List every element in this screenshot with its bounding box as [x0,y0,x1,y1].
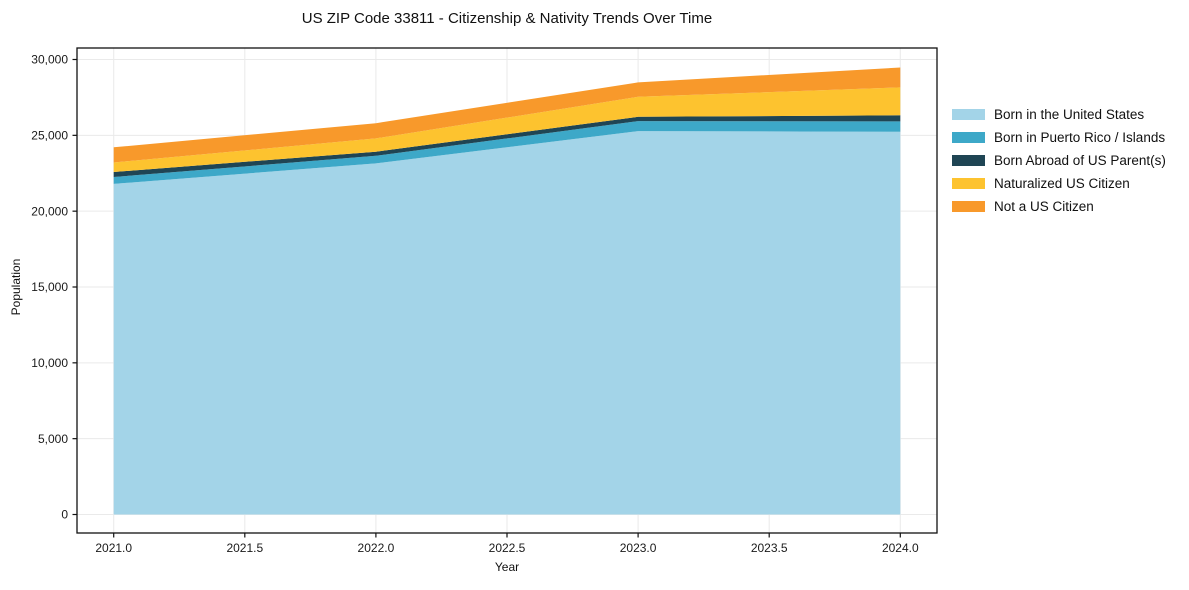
area-series [113,121,901,184]
legend-label: Born Abroad of US Parent(s) [994,153,1166,168]
x-tick-label: 2021.0 [95,541,132,555]
x-tick-label: 2021.5 [226,541,263,555]
y-axis-label: Population [9,258,23,316]
legend-swatch [952,155,985,166]
legend-label: Born in Puerto Rico / Islands [994,130,1166,145]
y-tick-label: 15,000 [31,280,68,294]
x-tick-label: 2024.0 [882,541,919,555]
legend-label: Not a US Citizen [994,199,1094,214]
legend-swatch [952,132,985,143]
x-tick-label: 2023.0 [620,541,657,555]
legend-label: Naturalized US Citizen [994,176,1130,191]
legend-item: Naturalized US Citizen [952,172,1166,195]
legend-label: Born in the United States [994,107,1145,122]
y-tick-label: 5,000 [38,432,68,446]
x-tick-label: 2022.5 [489,541,526,555]
x-tick-label: 2023.5 [751,541,788,555]
area-series [113,67,901,163]
y-tick-label: 25,000 [31,129,68,143]
y-tick-label: 10,000 [31,356,68,370]
y-tick-label: 0 [61,508,68,522]
legend-item: Not a US Citizen [952,195,1166,218]
x-axis-label: Year [494,560,520,574]
x-tick-label: 2022.0 [358,541,395,555]
legend-swatch [952,109,985,120]
legend-item: Born Abroad of US Parent(s) [952,149,1166,172]
area-series [113,131,901,515]
legend: Born in the United States Born in Puerto … [952,103,1166,218]
legend-item: Born in the United States [952,103,1166,126]
legend-swatch [952,201,985,212]
area-series [113,87,901,172]
y-tick-label: 30,000 [31,53,68,67]
y-tick-label: 20,000 [31,204,68,218]
legend-swatch [952,178,985,189]
legend-item: Born in Puerto Rico / Islands [952,126,1166,149]
chart-title: US ZIP Code 33811 - Citizenship & Nativi… [301,10,713,27]
